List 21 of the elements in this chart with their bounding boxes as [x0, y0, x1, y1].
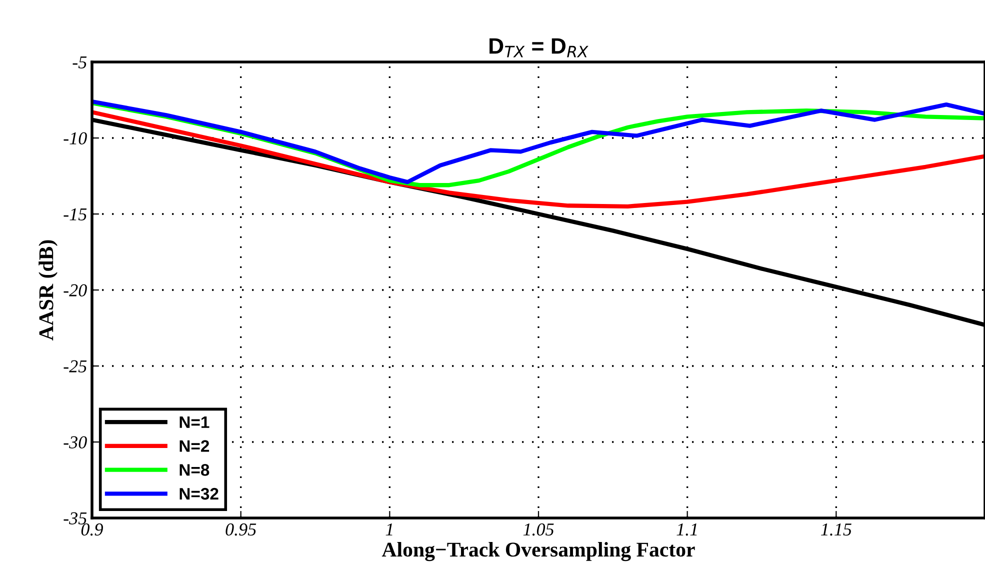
line-series [92, 110, 985, 208]
x-axis-title: Along−Track Oversampling Factor [382, 542, 695, 562]
x-tick-label: 1.15 [821, 523, 852, 536]
y-tick-label: -35 [64, 512, 87, 524]
y-tick-label: -5 [72, 56, 87, 68]
legend-label: N=32 [180, 488, 218, 500]
legend-label: N=2 [180, 440, 210, 452]
x-tick-label: 0.95 [226, 523, 256, 536]
y-tick-label: -10 [64, 132, 87, 144]
legend-label: N=8 [180, 464, 210, 476]
x-tick-label: 1 [386, 523, 392, 536]
x-tick-label: 1.1 [676, 523, 697, 536]
y-tick-label: -30 [64, 436, 87, 448]
x-tick-label: 1.05 [523, 523, 554, 536]
y-tick-label: -25 [64, 360, 87, 372]
y-axis-title: AASR (dB) [38, 240, 58, 340]
chart-title: D$_{TX}$ = D$_{RX}$ [490, 38, 588, 58]
x-tick-label: 0.9 [81, 523, 103, 536]
y-tick-label: -15 [64, 208, 87, 220]
legend-label: N=1 [180, 416, 210, 428]
y-tick-label: -20 [64, 284, 87, 296]
